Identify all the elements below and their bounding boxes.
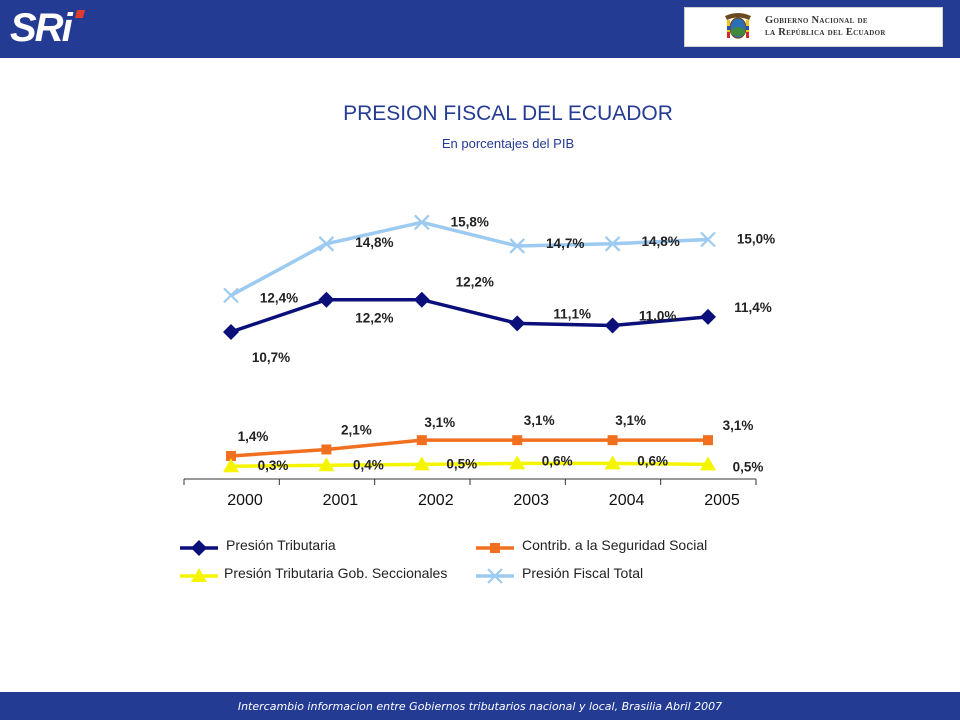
- data-label: 0,4%: [353, 457, 384, 472]
- series-point-0: [604, 317, 621, 334]
- data-label: 1,4%: [238, 429, 269, 444]
- header-bar: SRi Gobierno Nacional de la República de…: [0, 0, 960, 58]
- data-label: 12,4%: [260, 290, 298, 305]
- x-tick-label: 2000: [227, 492, 263, 509]
- x-tick-label: 2002: [418, 492, 454, 509]
- legend-marker: [191, 568, 207, 582]
- government-name: Gobierno Nacional de la República del Ec…: [765, 15, 886, 39]
- data-label: 12,2%: [456, 275, 494, 290]
- data-label: 0,6%: [637, 453, 668, 468]
- coat-of-arms-icon: [725, 13, 751, 39]
- series-point-2: [700, 456, 716, 471]
- legend-marker: [487, 568, 503, 584]
- series-point-1: [607, 435, 618, 446]
- data-label: 11,0%: [639, 309, 677, 324]
- series-point-2: [318, 457, 335, 472]
- series-line-0: [230, 297, 709, 334]
- x-tick-label: 2005: [704, 492, 740, 509]
- government-logo-box: Gobierno Nacional de la República del Ec…: [684, 7, 943, 47]
- footer-bar: Intercambio informacion entre Gobiernos …: [0, 692, 960, 720]
- data-label: 15,8%: [451, 214, 489, 229]
- data-label: 14,8%: [355, 235, 393, 250]
- series-line-2: [230, 461, 709, 468]
- series-point-3: [509, 238, 525, 254]
- data-label: 0,5%: [446, 456, 477, 471]
- series-point-0: [413, 291, 430, 308]
- series-line-1: [230, 438, 708, 458]
- series-point-2: [223, 458, 239, 473]
- series-point-3: [414, 214, 430, 231]
- series-point-0: [318, 291, 335, 308]
- series-point-1: [321, 444, 332, 455]
- series-point-0: [223, 323, 239, 340]
- data-label: 12,2%: [355, 311, 393, 326]
- data-label: 0,5%: [733, 459, 764, 474]
- legend-marker: [191, 540, 207, 556]
- series-point-2: [413, 456, 430, 471]
- series-point-1: [226, 450, 236, 461]
- data-label: 15,0%: [737, 232, 775, 247]
- sri-logo: SRi: [10, 6, 73, 50]
- data-label: 3,1%: [723, 418, 754, 433]
- series-point-0: [509, 315, 526, 332]
- line-chart: 2000 2001 2002 2003 2004 2005 10,7% 12,2% 12,2% 1…: [180, 214, 775, 584]
- legend-entry: Contrib. a la Seguridad Social: [522, 537, 707, 553]
- government-name-line1: Gobierno Nacional de: [765, 15, 868, 26]
- data-label: 10,7%: [252, 350, 290, 365]
- legend-entry: Presión Fiscal Total: [522, 565, 643, 581]
- series-point-1: [512, 435, 523, 446]
- data-label: 11,4%: [734, 300, 772, 315]
- data-label: 3,1%: [524, 413, 555, 428]
- series-point-0: [700, 308, 716, 325]
- data-label: 0,3%: [258, 458, 289, 473]
- chart-title: PRESION FISCAL DEL ECUADOR: [343, 102, 673, 125]
- series-point-3: [318, 236, 335, 252]
- data-label: 11,1%: [553, 306, 591, 321]
- data-label: 14,7%: [546, 236, 584, 251]
- series-point-1: [703, 435, 713, 446]
- data-label: 2,1%: [341, 422, 372, 437]
- data-label: 3,1%: [615, 413, 646, 428]
- legend-marker: [490, 543, 500, 553]
- x-tick-label: 2004: [609, 492, 645, 509]
- series-line-3: [230, 220, 709, 297]
- data-label: 0,6%: [542, 453, 573, 468]
- legend-entry: Presión Tributaria: [226, 537, 336, 553]
- series-point-2: [509, 455, 526, 470]
- series-point-3: [223, 287, 239, 304]
- legend-entry: Presión Tributaria Gob. Seccionales: [224, 565, 447, 581]
- data-label: 14,8%: [641, 234, 679, 249]
- data-label: 3,1%: [424, 415, 455, 430]
- x-tick-label: 2003: [513, 492, 549, 509]
- series-point-3: [604, 236, 621, 252]
- chart-subtitle: En porcentajes del PIB: [441, 136, 575, 151]
- series-point-2: [604, 455, 621, 470]
- government-name-line2: la República del Ecuador: [765, 27, 886, 38]
- series-point-3: [700, 231, 716, 248]
- x-tick-label: 2001: [323, 492, 359, 509]
- series-point-1: [416, 435, 427, 446]
